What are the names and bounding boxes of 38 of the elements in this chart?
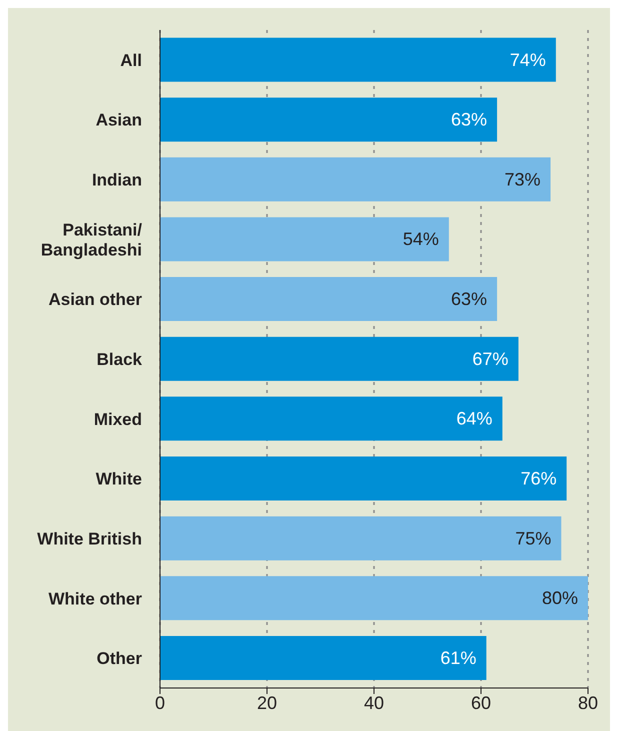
bar [160, 456, 567, 501]
y-tick-label: White British [37, 528, 142, 548]
x-tick-label: 80 [578, 692, 598, 713]
x-tick-label: 0 [154, 692, 166, 713]
y-tick-label: Pakistani/Bangladeshi [40, 220, 142, 259]
y-tick-label: Asian other [48, 290, 142, 309]
bar [160, 98, 498, 142]
x-tick-label: 20 [256, 692, 278, 713]
y-tick-label: Mixed [94, 409, 142, 428]
data-label: 54% [402, 229, 439, 250]
data-label: 76% [520, 468, 557, 489]
bar [160, 217, 449, 262]
data-label: 61% [440, 648, 476, 668]
data-label: 63% [451, 289, 488, 310]
bar [160, 396, 502, 441]
y-tick-label: Asian [96, 110, 142, 130]
bar [160, 636, 486, 680]
y-tick-label: Indian [92, 170, 142, 190]
bar [160, 576, 588, 620]
bar [160, 516, 562, 560]
data-label: 63% [451, 110, 488, 130]
y-tick-label: Black [96, 350, 143, 368]
x-tick-label: 60 [470, 692, 492, 713]
y-tick-label: Other [96, 648, 142, 668]
data-label: 64% [456, 408, 492, 429]
x-tick-label: 40 [364, 692, 384, 713]
y-tick-label: All [120, 50, 142, 70]
bar [160, 277, 498, 322]
data-label: 73% [504, 169, 541, 190]
y-tick-label: White [96, 469, 142, 488]
data-label: 67% [472, 348, 508, 369]
data-label: 75% [515, 528, 552, 548]
bar [160, 38, 556, 82]
y-tick-label: White other [48, 588, 142, 608]
data-label: 80% [542, 588, 578, 608]
bar [160, 336, 518, 381]
data-label: 74% [510, 50, 546, 70]
bar [160, 157, 551, 202]
